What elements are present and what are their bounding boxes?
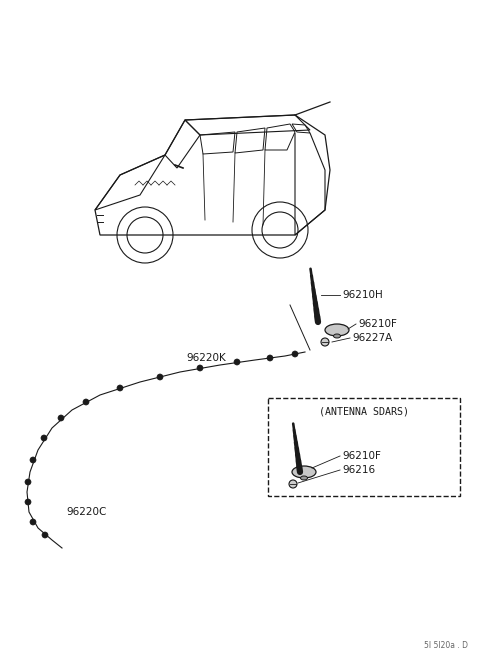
Ellipse shape — [300, 476, 308, 480]
Circle shape — [321, 338, 329, 346]
Text: 5I 5I20a . D: 5I 5I20a . D — [424, 641, 468, 650]
Bar — [268, 398, 460, 496]
Text: 96220C: 96220C — [66, 507, 107, 517]
Ellipse shape — [325, 324, 349, 336]
Text: 96210F: 96210F — [342, 451, 381, 461]
Circle shape — [25, 479, 31, 485]
Circle shape — [42, 532, 48, 538]
Circle shape — [234, 359, 240, 365]
Text: 96227A: 96227A — [352, 333, 392, 343]
Text: 96220K: 96220K — [186, 353, 226, 363]
Text: (ANTENNA SDARS): (ANTENNA SDARS) — [319, 406, 409, 416]
Text: 96210H: 96210H — [342, 290, 383, 300]
Ellipse shape — [292, 466, 316, 478]
Circle shape — [267, 355, 273, 361]
Circle shape — [30, 457, 36, 463]
Text: 96210F: 96210F — [358, 319, 397, 329]
Circle shape — [197, 365, 203, 371]
Circle shape — [117, 385, 123, 391]
Text: 96216: 96216 — [342, 465, 375, 475]
Circle shape — [58, 415, 64, 421]
Circle shape — [83, 399, 89, 405]
Circle shape — [41, 435, 47, 441]
Circle shape — [292, 351, 298, 357]
Circle shape — [30, 519, 36, 525]
Circle shape — [289, 480, 297, 488]
Ellipse shape — [334, 334, 340, 338]
Circle shape — [157, 374, 163, 380]
Circle shape — [25, 499, 31, 505]
